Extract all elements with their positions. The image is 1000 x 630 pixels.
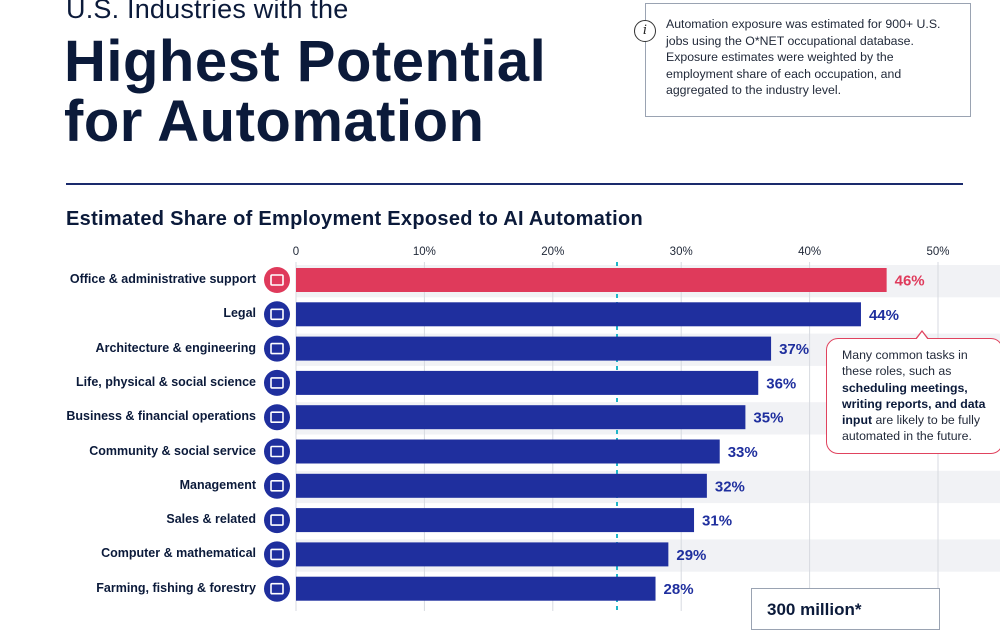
community-person-icon [264,438,290,465]
category-label: Business & financial operations [66,409,256,424]
headline: Highest Potential for Automation [64,32,546,152]
icon-glyph [270,377,284,389]
trees-icon [264,575,290,602]
value-label: 29% [676,547,706,564]
category-label: Office & administrative support [69,272,256,286]
callout: Many common tasks in these roles, such a… [826,338,1000,454]
icon-glyph [270,274,284,286]
document-icon [264,472,290,499]
value-label: 31% [702,513,732,530]
value-label: 28% [664,581,694,598]
category-label: Legal [223,306,256,321]
icon-glyph [270,514,284,526]
callout-text-2: are likely to be fully automated in the … [842,413,981,444]
category-label: Computer & mathematical [101,546,256,561]
icon-glyph [270,582,284,595]
category-label: Sales & related [166,512,256,527]
molecule-icon [264,369,290,396]
x-tick-label: 40% [798,246,821,258]
office-supplies-icon [264,267,290,293]
callout-text-bold: scheduling meetings, writing reports, an… [842,380,986,428]
value-label: 37% [779,341,809,358]
headline-line-2: for Automation [64,89,485,154]
x-tick-label: 30% [670,246,693,258]
icon-glyph [270,445,284,458]
bar [296,542,669,567]
bar [296,439,720,464]
x-tick-label: 10% [413,246,436,258]
x-tick-label: 20% [541,246,564,258]
info-icon: i [634,20,656,42]
chart-title: Estimated Share of Employment Exposed to… [66,208,644,230]
bottom-stat-text: 300 million* [767,600,862,619]
header-rule [66,183,963,185]
x-tick-label: 0 [293,246,299,258]
category-label: Farming, fishing & forestry [96,580,256,595]
value-label: 33% [728,444,758,461]
icon-glyph [270,479,284,492]
category-label: Life, physical & social science [76,374,256,389]
header-subtitle: U.S. Industries with the [66,0,349,24]
category-label: Architecture & engineering [95,340,256,355]
headline-line-1: Highest Potential [64,29,547,94]
value-label: 35% [753,410,783,427]
bottom-stat-box: 300 million* [751,588,940,630]
icon-glyph [270,342,284,355]
icon-glyph [270,548,284,561]
value-label: 32% [715,478,745,495]
bar [296,302,861,327]
bar [296,576,656,601]
info-note: Automation exposure was estimated for 90… [645,3,971,117]
category-label: Community & social service [89,443,256,458]
handshake-icon [264,404,290,431]
bar [296,268,887,292]
sales-chart-icon [264,507,290,534]
gavel-icon [264,301,290,328]
bar [296,370,759,395]
category-label: Management [179,477,256,492]
bar [296,336,772,361]
bar-chart: 0 10% 20% 30% 40% 50% 46% 44% 37% 36% 35% 33% 32% 31%… [264,246,1000,611]
bar [296,508,695,533]
bar [296,405,746,430]
value-label: 44% [869,307,899,324]
blueprint-icon [264,335,290,362]
bar [296,473,707,498]
icon-glyph [270,308,284,321]
value-label: 46% [895,273,925,290]
value-label: 36% [766,375,796,392]
callout-pointer-inner [916,332,928,340]
x-tick-label: 50% [926,246,949,258]
computer-globe-icon [264,541,290,568]
icon-glyph [270,411,284,424]
callout-text-1: Many common tasks in these roles, such a… [842,348,968,379]
